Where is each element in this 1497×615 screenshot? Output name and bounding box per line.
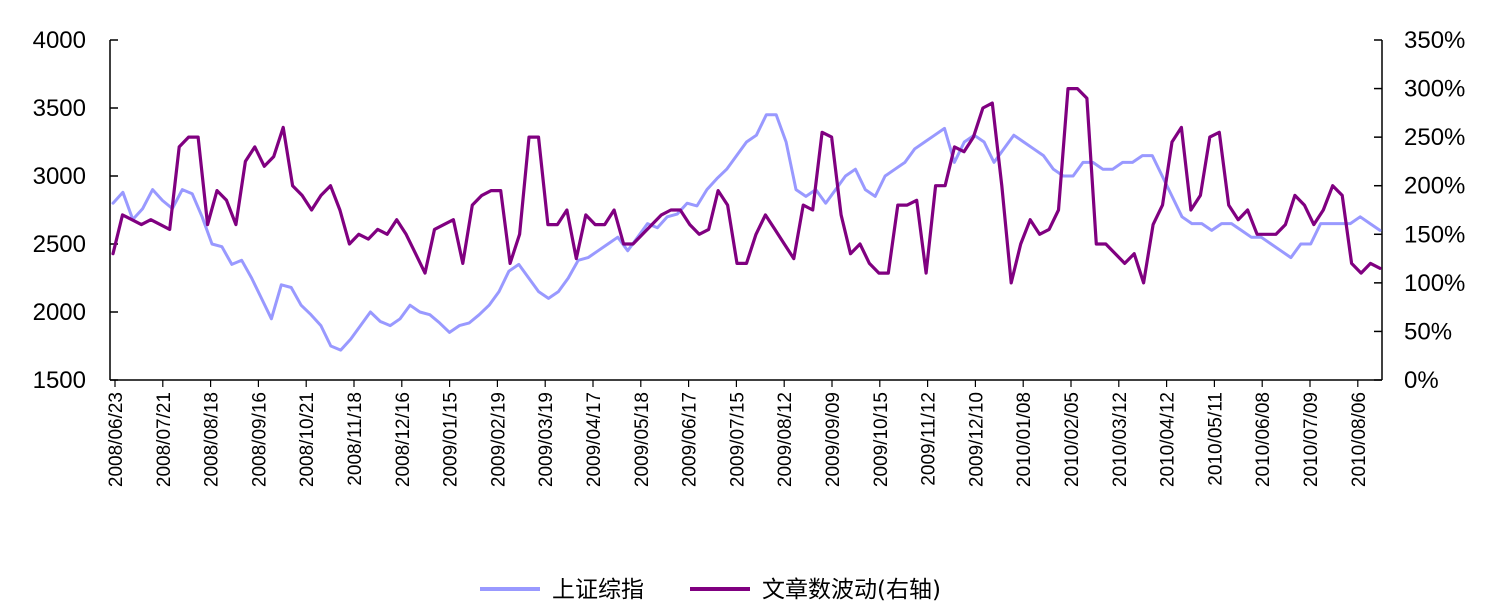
right-tick-label: 200%	[1404, 173, 1465, 200]
x-tick-label: 2008/08/18	[202, 392, 223, 487]
x-tick-label: 2009/02/19	[488, 392, 509, 487]
left-tick-label: 4000	[33, 27, 86, 54]
x-tick-label: 2009/11/12	[919, 392, 940, 486]
x-tick-label: 2009/01/15	[441, 392, 462, 487]
x-tick-label: 2009/08/12	[775, 392, 796, 487]
x-tick-label: 2008/12/16	[393, 392, 414, 487]
series-layer	[111, 86, 1382, 352]
right-tick-label: 250%	[1404, 124, 1465, 151]
x-tick-label: 2010/02/05	[1062, 392, 1083, 487]
left-tick-label: 2000	[33, 299, 86, 326]
legend-label: 上证综指	[552, 577, 644, 603]
x-tick-label: 2009/12/10	[966, 392, 987, 487]
x-axis-ticks: 2008/06/23 2008/07/21 2008/08/18 2008/09/16…	[106, 380, 1370, 487]
x-tick-label: 2010/03/12	[1110, 392, 1131, 487]
axes	[109, 40, 1383, 381]
series-line-shanghai-index	[111, 113, 1382, 352]
x-tick-label: 2008/09/16	[249, 392, 270, 487]
left-axis-ticks: 4000 3500 3000 2500 2000 1500	[33, 27, 118, 394]
x-tick-label: 2010/04/12	[1158, 392, 1179, 487]
right-tick-label: 50%	[1404, 318, 1452, 345]
right-axis-ticks: 350% 300% 250% 200% 150% 100% 50% 0%	[1374, 27, 1465, 394]
left-tick-label: 2500	[33, 231, 86, 258]
x-tick-label: 2010/07/09	[1301, 392, 1322, 487]
x-tick-label: 2009/05/18	[632, 392, 653, 487]
x-tick-label: 2008/06/23	[106, 392, 127, 487]
x-tick-label: 2010/05/11	[1205, 392, 1226, 486]
legend: 上证综指 文章数波动(右轴)	[480, 577, 941, 603]
right-tick-label: 0%	[1404, 367, 1439, 394]
right-tick-label: 300%	[1404, 76, 1465, 103]
legend-label: 文章数波动(右轴)	[762, 577, 941, 603]
right-tick-label: 350%	[1404, 27, 1465, 54]
x-tick-label: 2010/08/06	[1349, 392, 1370, 487]
x-tick-label: 2009/07/15	[727, 392, 748, 487]
x-tick-label: 2008/11/18	[345, 392, 366, 486]
left-tick-label: 3500	[33, 95, 86, 122]
x-tick-label: 2009/03/19	[536, 392, 557, 487]
x-tick-label: 2010/06/08	[1253, 392, 1274, 487]
left-tick-label: 3000	[33, 163, 86, 190]
x-tick-label: 2009/10/15	[871, 392, 892, 487]
x-tick-label: 2008/07/21	[154, 392, 175, 487]
series-line-article-volatility	[111, 86, 1382, 285]
x-tick-label: 2009/04/17	[584, 392, 605, 487]
right-tick-label: 100%	[1404, 270, 1465, 297]
x-tick-label: 2009/06/17	[680, 392, 701, 487]
x-tick-label: 2009/09/09	[823, 392, 844, 487]
x-tick-label: 2010/01/08	[1014, 392, 1035, 487]
x-tick-label: 2008/10/21	[297, 392, 318, 487]
left-tick-label: 1500	[33, 367, 86, 394]
right-tick-label: 150%	[1404, 221, 1465, 248]
